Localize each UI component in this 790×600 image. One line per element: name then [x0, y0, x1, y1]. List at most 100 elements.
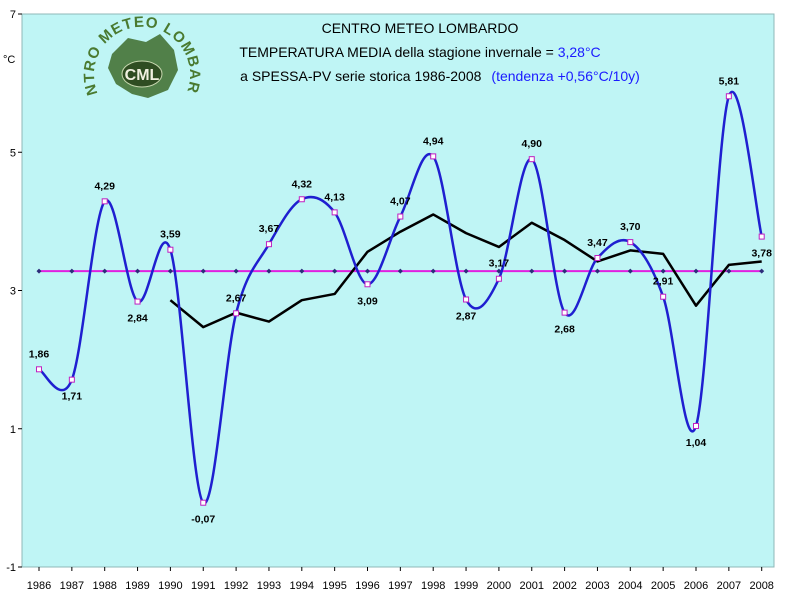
x-tick-label: 1998: [421, 580, 445, 592]
temperature-point: [68, 376, 75, 383]
temperature-point: [693, 422, 699, 429]
data-label: 2,68: [554, 324, 575, 336]
temperature-point: [627, 239, 634, 246]
data-label: 3,70: [620, 221, 641, 233]
temperature-point: [200, 499, 207, 506]
mean-marker: [594, 268, 600, 274]
x-tick-label: 1987: [60, 580, 84, 592]
logo-center-text: CML: [125, 67, 160, 84]
data-label: 4,29: [94, 180, 115, 192]
mean-marker: [200, 268, 206, 274]
chart-title-line3-prefix: a SPESSA-PV serie storica 1986-2008: [240, 68, 481, 84]
x-tick-label: 2004: [618, 580, 642, 592]
mean-marker: [759, 268, 765, 274]
y-axis-ticks: -1 1 3 5 7: [6, 9, 22, 574]
mean-marker: [266, 268, 272, 274]
chart-title-line2: TEMPERATURA MEDIA della stagione inverna…: [239, 44, 600, 60]
temperature-point: [758, 233, 765, 240]
data-label: 3,59: [160, 229, 181, 241]
mean-marker: [660, 268, 666, 274]
temperature-point: [725, 93, 732, 100]
temperature-point: [265, 241, 272, 248]
temperature-point: [364, 281, 371, 288]
temperature-point: [331, 209, 338, 216]
x-tick-label: 1993: [257, 580, 281, 592]
data-label: 5,81: [719, 75, 740, 87]
x-tick-label: 2003: [585, 580, 609, 592]
data-label: 3,47: [587, 237, 608, 249]
x-tick-label: 2002: [552, 580, 576, 592]
data-label: 4,90: [522, 138, 543, 150]
data-label: 2,84: [127, 313, 148, 325]
mean-marker: [463, 268, 469, 274]
mean-marker: [332, 268, 338, 274]
x-tick-label: 2005: [651, 580, 675, 592]
x-tick-label: 1995: [322, 580, 346, 592]
mean-marker: [726, 268, 732, 274]
x-tick-label: 1990: [158, 580, 182, 592]
x-tick-label: 2006: [684, 580, 708, 592]
chart-title-line3: a SPESSA-PV serie storica 1986-2008 (tend…: [240, 68, 640, 84]
mean-marker: [135, 268, 141, 274]
mean-marker: [430, 268, 436, 274]
data-label: 4,13: [324, 191, 345, 203]
temperature-line: [38, 91, 763, 504]
x-tick-label: 2001: [520, 580, 544, 592]
mean-marker: [36, 268, 42, 274]
temperature-point: [298, 196, 305, 203]
data-label: 4,32: [292, 178, 313, 190]
data-label: 1,04: [686, 437, 707, 449]
y-tick-label: 7: [10, 9, 16, 21]
x-tick-label: 1999: [454, 580, 478, 592]
data-label-layer: 1,86 1,71 4,29 2,84 3,59 -0,07 2,67 3,67 4,32 4,1…: [29, 75, 772, 525]
temperature-point: [463, 296, 470, 303]
x-tick-label: 1994: [290, 580, 314, 592]
mean-marker: [693, 268, 699, 274]
data-label: 3,78: [751, 248, 772, 260]
x-tick-label: 1997: [388, 580, 412, 592]
data-label: 3,67: [259, 223, 280, 235]
temperature-point: [397, 213, 404, 220]
temperature-point: [101, 198, 108, 205]
series-layer: [36, 91, 765, 506]
y-tick-label: -1: [6, 562, 16, 574]
mean-marker: [529, 268, 535, 274]
y-axis-label: °C: [3, 54, 15, 66]
temperature-point: [36, 366, 42, 373]
y-tick-label: 5: [10, 147, 16, 159]
x-tick-label: 1991: [191, 580, 215, 592]
x-tick-label: 1988: [92, 580, 116, 592]
temperature-point: [660, 293, 667, 300]
x-tick-label: 2008: [749, 580, 773, 592]
mean-marker: [365, 268, 370, 274]
temperature-point: [430, 153, 437, 160]
x-tick-label: 2007: [717, 580, 741, 592]
data-label: 3,17: [489, 258, 510, 270]
temperature-point: [528, 156, 535, 163]
x-tick-label: 2000: [487, 580, 511, 592]
temperature-point: [167, 246, 174, 253]
chart-title-line1: CENTRO METEO LOMBARDO: [322, 20, 519, 36]
chart-title-line2-prefix: TEMPERATURA MEDIA della stagione inverna…: [239, 44, 557, 60]
moving-average-line: [169, 213, 762, 329]
temperature-point: [495, 275, 502, 282]
data-label: 2,67: [226, 292, 247, 304]
temperature-point: [561, 309, 568, 316]
x-axis-ticks: 1986 1987 1988 1989 1990 1991 1992 1993 1994 1995…: [27, 567, 774, 592]
data-label: 2,87: [456, 310, 477, 322]
y-tick-label: 1: [10, 424, 16, 436]
temperature-point: [594, 255, 601, 262]
mean-marker: [102, 268, 108, 274]
mean-marker: [397, 268, 403, 274]
temperature-point: [134, 298, 141, 305]
data-label: 3,09: [357, 295, 378, 307]
temperature-point: [233, 310, 240, 317]
data-label: 4,07: [390, 196, 411, 208]
mean-marker: [562, 268, 568, 274]
mean-marker: [167, 268, 173, 274]
mean-marker: [627, 268, 633, 274]
mean-marker: [233, 268, 239, 274]
data-label: 1,86: [29, 348, 50, 360]
y-tick-label: 3: [10, 286, 16, 298]
